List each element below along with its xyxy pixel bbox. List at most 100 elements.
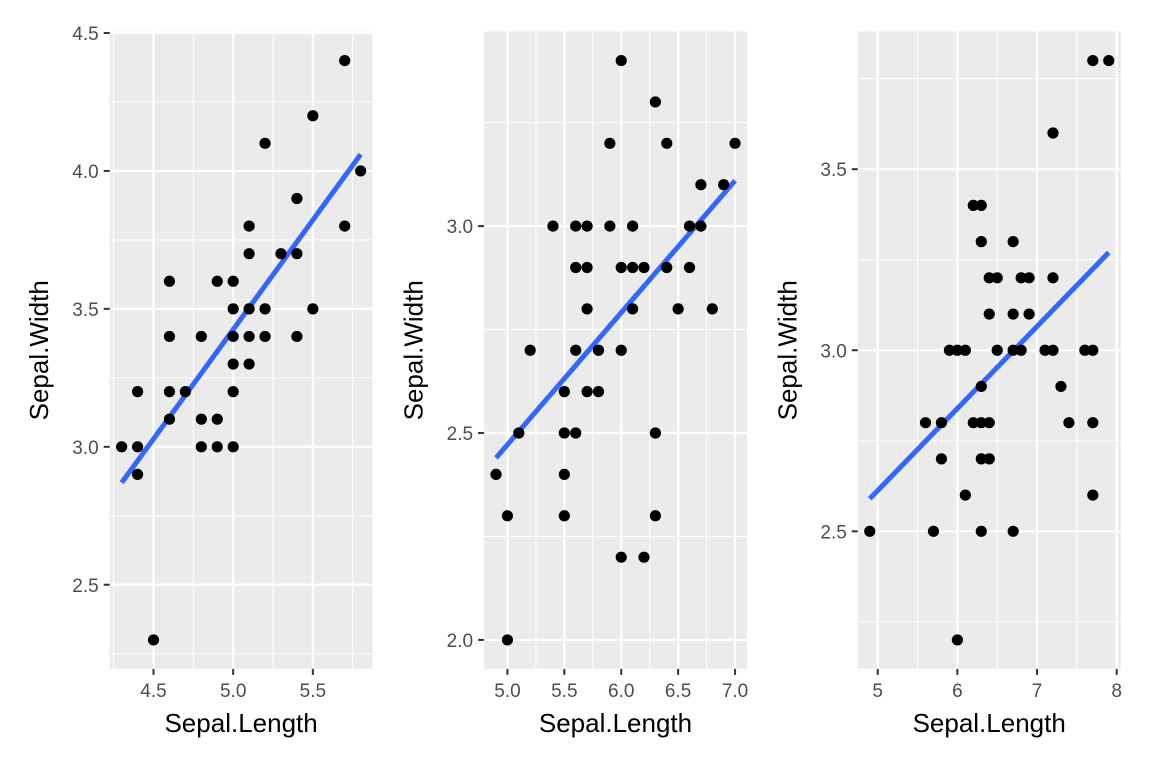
panel-2-data-point [627, 303, 639, 315]
panel-1-data-point [243, 303, 255, 315]
panel-1-data-point [147, 634, 160, 646]
panel-1-background [109, 31, 373, 669]
panel-1-data-point [227, 386, 239, 398]
panel-3-data-point [1007, 525, 1019, 537]
panel-1-data-point [211, 441, 223, 453]
panel-3-y-tick-label: 3.5 [820, 160, 846, 181]
panel-1-data-point [243, 248, 255, 260]
panel-3-data-point [1087, 417, 1099, 429]
panel-2-data-point [695, 220, 707, 232]
panel-2-data-point [638, 261, 650, 274]
panel-2-data-point [558, 427, 570, 439]
panel-3-x-label: Sepal.Length [913, 708, 1066, 738]
panel-1-data-point [275, 248, 287, 260]
panel-1-data-point [227, 441, 239, 453]
panel-2-data-point [581, 386, 593, 398]
panel-1-data-point [179, 386, 191, 398]
panel-2-data-point [627, 261, 639, 274]
panel-3-data-point [959, 489, 971, 501]
panel-2-data-point [570, 220, 582, 232]
panel-3-points [864, 54, 1115, 646]
panel-3-x-tick-label: 8 [1111, 681, 1122, 702]
panel-2-y-axis: 2.0 2.5 3.0 [447, 217, 485, 652]
panel-1-data-point [291, 248, 303, 260]
panel-1-data-point [227, 330, 239, 343]
panel-2-data-point [558, 386, 570, 398]
panel-1-data-point [243, 330, 255, 343]
panel-1-data-point [291, 192, 303, 205]
panel-3-data-point [1023, 272, 1035, 284]
panel-2-data-point [683, 261, 696, 274]
panel-2-data-point [649, 96, 661, 108]
panel-1-data-point [116, 441, 128, 453]
panel-3-data-point [967, 417, 979, 429]
panel-3-fit-line [867, 250, 1111, 501]
panel-1-data-point [339, 54, 351, 67]
panel-1-y-tick-label: 4.5 [72, 24, 98, 45]
panel-2-points [490, 54, 741, 646]
panel-1-data-point [307, 110, 319, 122]
panel-3-data-point [1007, 308, 1019, 320]
panel-2-data-point [524, 344, 536, 356]
panel-2-background [484, 31, 747, 669]
panel-2-data-point [592, 386, 605, 398]
panel-1-data-point [195, 441, 207, 453]
panel-2-y-tick-label: 2.0 [447, 631, 473, 652]
panel-1-data-point [131, 441, 144, 453]
panel-2-x-tick-label: 6.5 [665, 681, 691, 702]
panel-1-data-point [227, 303, 239, 315]
panel-3-data-point [983, 272, 995, 284]
panel-2-fit-line [494, 178, 737, 460]
panel-3: 5 6 7 8 2.5 3.0 3.5 Sepal.Length Sepal.Width [772, 31, 1122, 738]
panel-1-regression-line [119, 152, 363, 485]
panel-3-data-point [991, 344, 1003, 356]
panel-2-x-label: Sepal.Length [539, 708, 692, 738]
panel-1-data-point [307, 303, 319, 315]
panel-1-grid [109, 31, 373, 669]
panel-2-data-point [547, 220, 559, 232]
panel-2-data-point [615, 551, 627, 563]
panel-3-data-point [959, 344, 971, 356]
panel-3-data-point [1047, 344, 1059, 356]
panel-3-data-point [1087, 489, 1099, 501]
panel-1-data-point [291, 330, 303, 343]
panel-1-x-label: Sepal.Length [164, 708, 317, 738]
panel-1-data-point [339, 220, 351, 232]
panel-2-data-point [570, 344, 582, 356]
panel-2-data-point [581, 220, 593, 232]
panel-1-x-tick-label: 5.5 [300, 681, 326, 702]
panel-2-data-point [649, 510, 661, 522]
panel-2-data-point [661, 137, 673, 149]
panel-3-data-point [927, 525, 940, 537]
panel-2-data-point [570, 261, 582, 274]
panel-1-data-point [163, 386, 176, 398]
panel-3-grid [857, 31, 1121, 669]
panel-1-data-point [211, 413, 223, 425]
panel-3-data-point [1103, 54, 1115, 67]
panel-2-data-point [570, 427, 582, 439]
panel-2-regression-line [494, 178, 737, 460]
panel-3-data-point [1087, 54, 1099, 67]
panel-2-data-point [592, 344, 605, 356]
panel-1-y-label: Sepal.Width [24, 280, 54, 420]
panel-3-data-point [1023, 308, 1035, 320]
panel-3-data-point [1055, 380, 1067, 393]
panel-1-y-tick-label: 3.0 [72, 438, 98, 459]
panel-3-y-tick-label: 2.5 [820, 522, 846, 543]
panel-3-data-point [1087, 344, 1099, 356]
panel-3-data-point [1063, 417, 1075, 429]
panel-3-data-point [983, 417, 995, 429]
panel-1-fit-line [119, 152, 363, 485]
panel-2-data-point [558, 468, 570, 480]
panel-3-regression-line [867, 250, 1111, 501]
panel-3-y-tick-label: 3.0 [820, 341, 846, 362]
panel-2-data-point [638, 551, 650, 563]
panel-3-y-label: Sepal.Width [772, 280, 802, 420]
panel-3-y-axis: 2.5 3.0 3.5 [820, 160, 858, 543]
panel-1-points [116, 54, 367, 646]
panel-2-data-point [615, 261, 627, 274]
panel-3-data-point [975, 199, 987, 212]
panel-3-data-point [1007, 236, 1019, 248]
panel-3-data-point [1007, 344, 1019, 356]
